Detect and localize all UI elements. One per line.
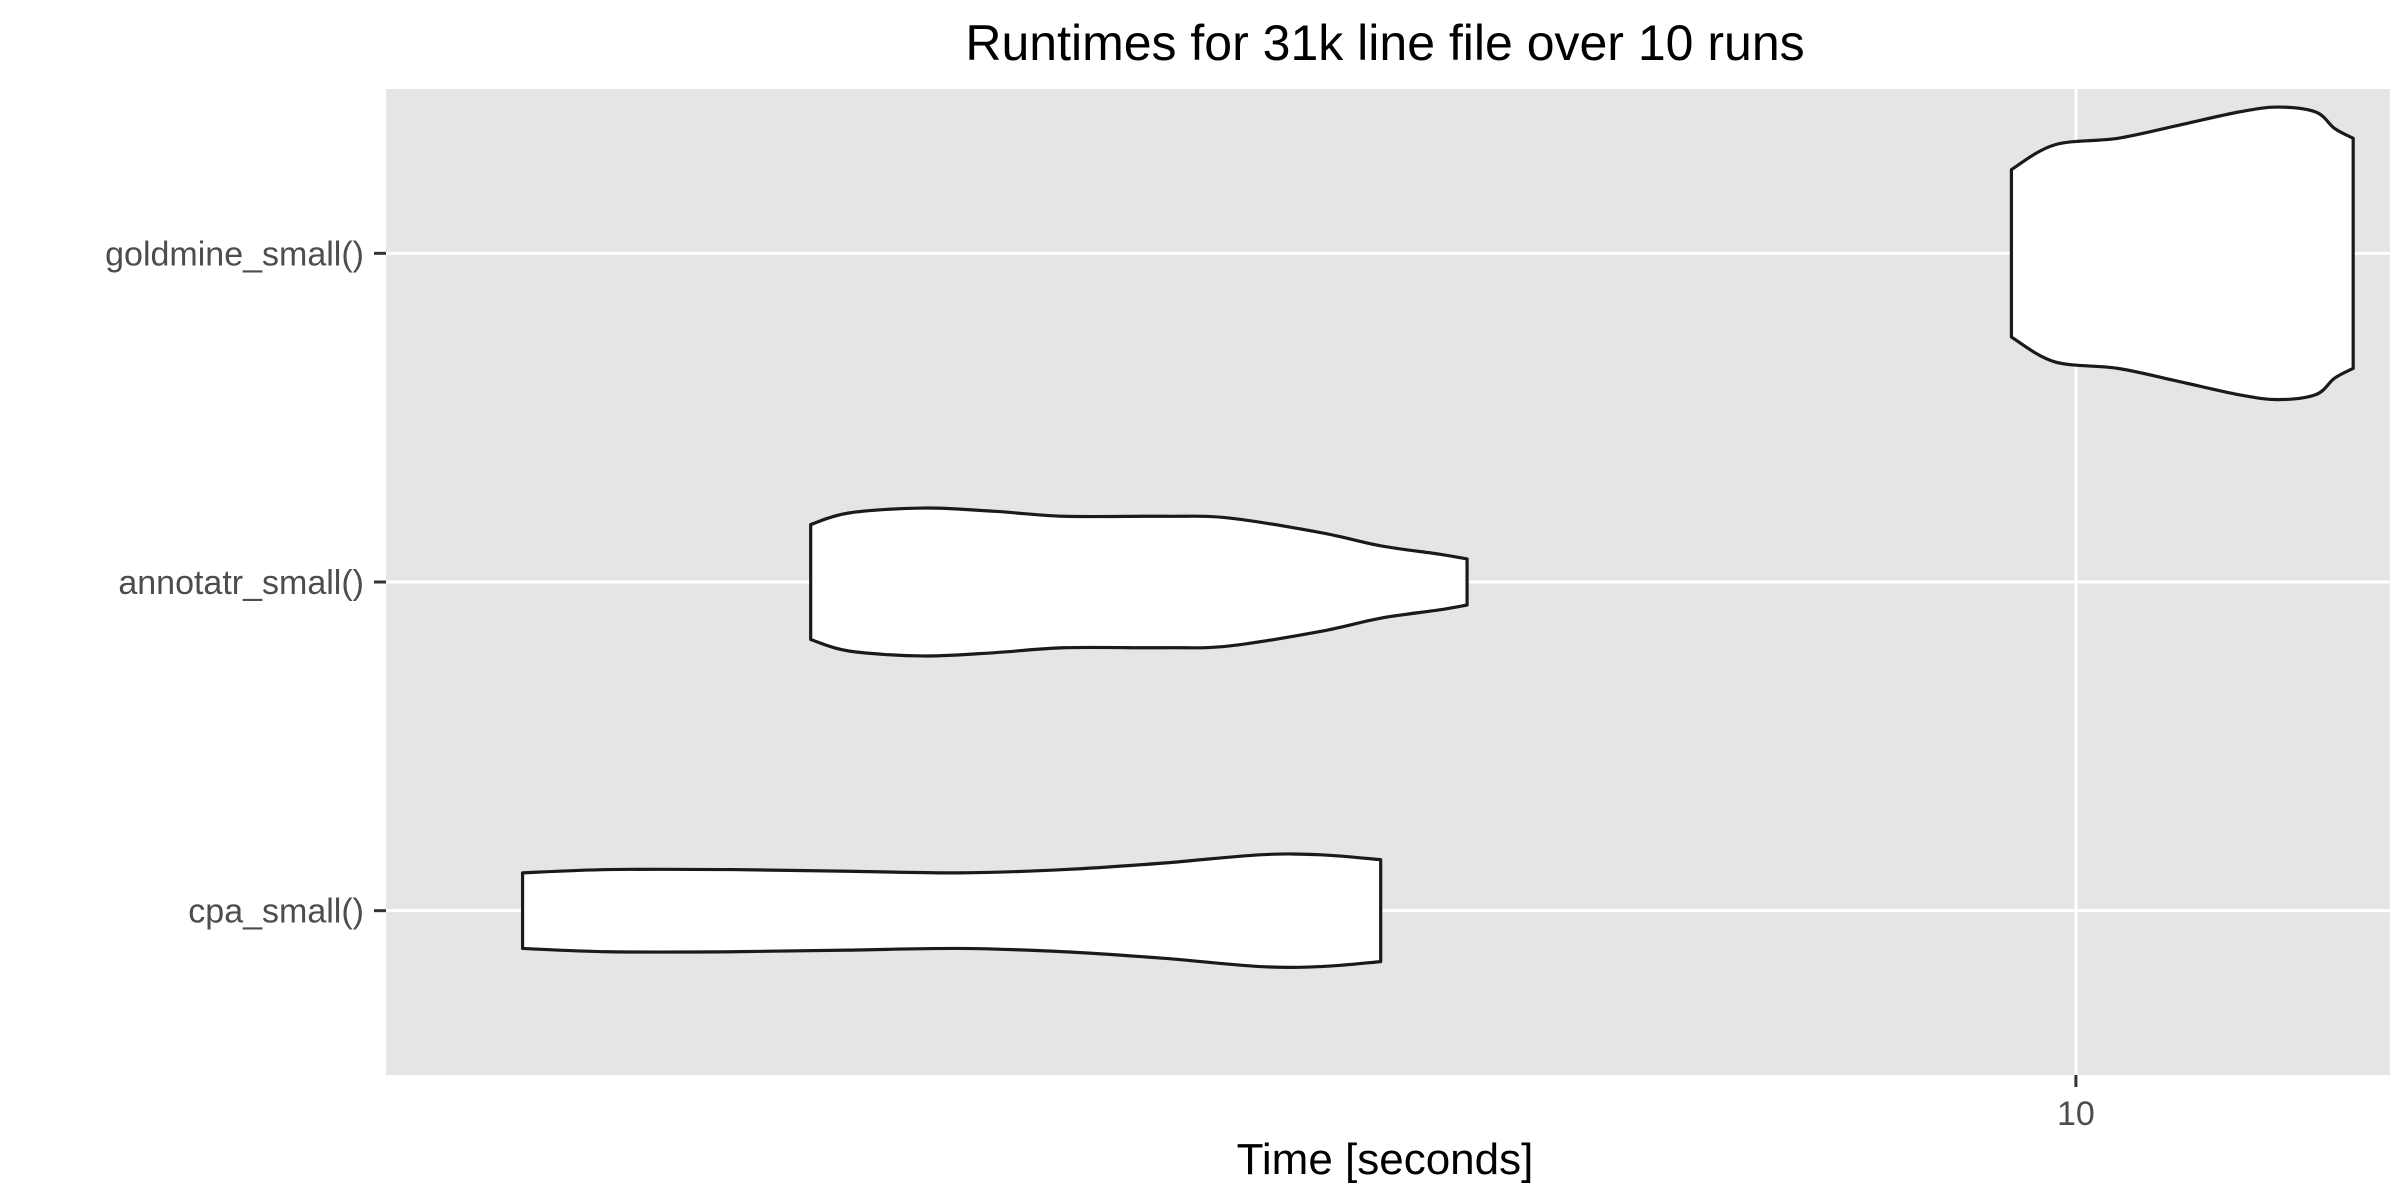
violin-annotatr-small	[809, 506, 1469, 658]
x-axis-label: Time [seconds]	[1237, 1135, 1534, 1184]
y-axis: goldmine_small() annotatr_small() cpa_smal…	[105, 235, 386, 931]
violins	[520, 105, 2355, 969]
y-tick-label: annotatr_small()	[118, 564, 364, 602]
violin-cpa-small	[520, 852, 1383, 969]
violin-goldmine-small	[2009, 105, 2355, 402]
chart-title: Runtimes for 31k line file over 10 runs	[965, 15, 1804, 71]
y-tick-label: goldmine_small()	[105, 235, 364, 273]
x-tick-label: 10	[2057, 1095, 2095, 1133]
x-axis: 10	[2057, 1075, 2095, 1133]
y-tick-label: cpa_small()	[188, 893, 364, 931]
